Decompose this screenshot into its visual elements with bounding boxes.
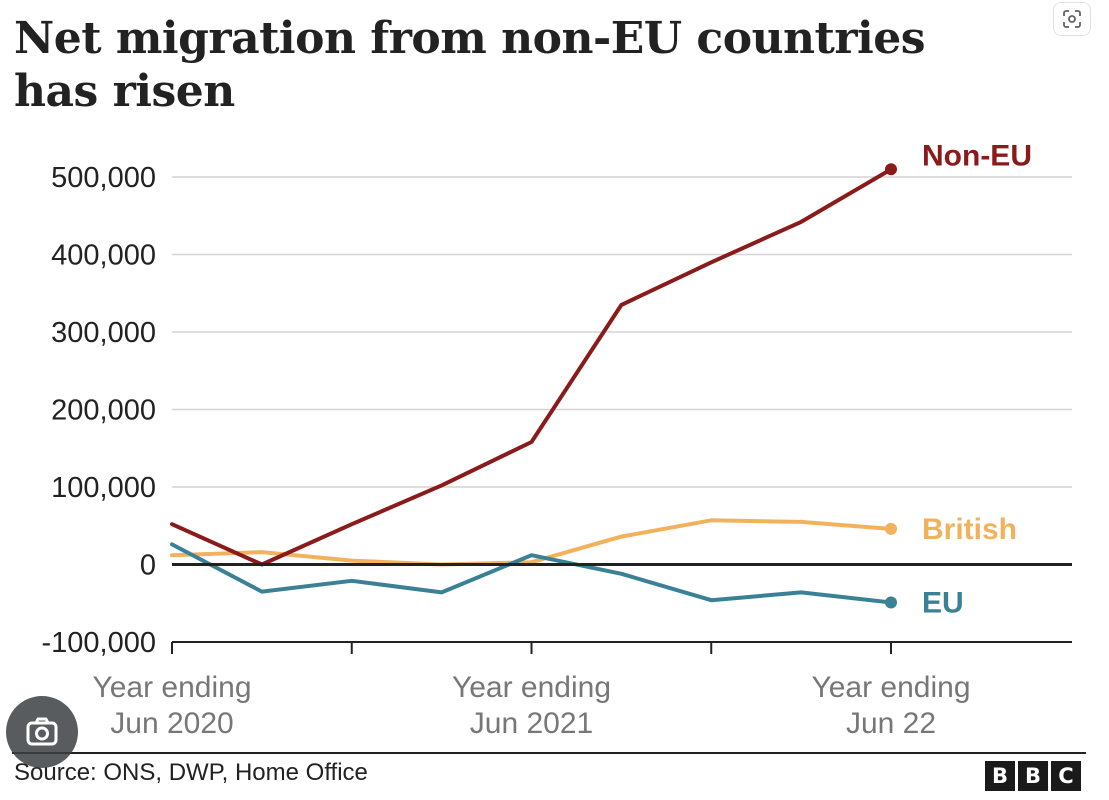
series-end-point-eu	[885, 596, 897, 609]
series-end-point-british	[885, 522, 897, 535]
y-tick-label: 300,000	[51, 317, 156, 349]
google-lens-icon	[1063, 10, 1081, 28]
series-line-british	[170, 518, 893, 567]
line-chart: 500,000 400,000 300,000 200,000 100,000 0 -100…	[42, 139, 1072, 740]
y-tick-label: 400,000	[51, 240, 156, 272]
series-label-eu: EU	[922, 586, 964, 619]
visual-search-button[interactable]	[6, 696, 78, 768]
series-label-non-eu: Non-EU	[922, 139, 1032, 172]
y-tick-label: 500,000	[51, 162, 156, 194]
x-tick-label: Year ending	[92, 671, 251, 704]
x-tick-label: Jun 22	[846, 707, 936, 740]
x-tick-label: Year ending	[811, 671, 970, 704]
series-end-point-non-eu	[885, 163, 897, 176]
x-tick-label: Jun 2020	[110, 707, 233, 740]
source-note: Source: ONS, DWP, Home Office	[14, 759, 368, 786]
bbc-logo-block: C	[1051, 761, 1081, 791]
y-tick-label: -100,000	[42, 627, 157, 659]
bbc-logo-block: B	[1018, 761, 1048, 791]
x-tick-label: Jun 2021	[470, 707, 593, 740]
bbc-logo: B B C	[985, 761, 1081, 791]
bbc-logo-block: B	[985, 761, 1015, 791]
series-label-british: British	[922, 513, 1017, 546]
x-tick-label: Year ending	[452, 671, 611, 704]
series-line-non-eu	[170, 167, 893, 567]
footer-divider	[12, 752, 1086, 754]
series-line-eu	[170, 542, 893, 605]
google-lens-button[interactable]	[1053, 2, 1091, 36]
y-tick-label: 0	[140, 550, 156, 582]
y-tick-label: 200,000	[51, 395, 156, 427]
y-tick-label: 100,000	[51, 472, 156, 504]
visual-search-camera-icon	[26, 717, 58, 746]
chart-title: Net migration from non-EU countries has …	[14, 13, 926, 117]
